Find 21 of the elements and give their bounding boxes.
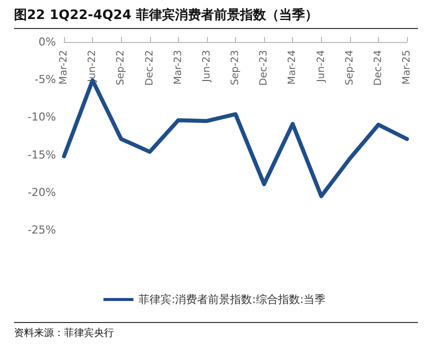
y-tick-label: 0% — [38, 36, 56, 48]
x-tick-label: Jun-24 — [316, 50, 327, 83]
x-tick-label: Mar-23 — [172, 50, 184, 85]
x-tick-label: Dec-22 — [144, 50, 156, 86]
x-tick-label: Jun-23 — [201, 50, 212, 83]
x-tick-label: Mar-25 — [402, 50, 412, 85]
x-tick-label: Mar-24 — [287, 50, 298, 85]
x-tick-label: Sep-22 — [116, 50, 127, 86]
x-tick-label: Mar-22 — [58, 50, 70, 85]
y-tick-label: -10% — [28, 110, 56, 124]
x-tick-label: Sep-24 — [344, 50, 356, 86]
x-tick-label: Dec-24 — [372, 50, 384, 86]
y-tick-label: -25% — [28, 224, 56, 236]
x-tick-label: Dec-23 — [258, 50, 270, 86]
chart-title: 图22 1Q22-4Q24 菲律宾消费者前景指数（当季） — [14, 6, 418, 29]
x-tick-label: Sep-23 — [230, 50, 241, 86]
text: 资料来源：菲律宾央行 — [14, 322, 418, 340]
y-tick-label: -15% — [28, 148, 56, 162]
y-tick-label: -5% — [34, 73, 56, 86]
legend-label: 菲律宾:消费者前景指数:综合指数:当季 — [138, 293, 326, 306]
y-tick-label: -20% — [28, 186, 56, 199]
